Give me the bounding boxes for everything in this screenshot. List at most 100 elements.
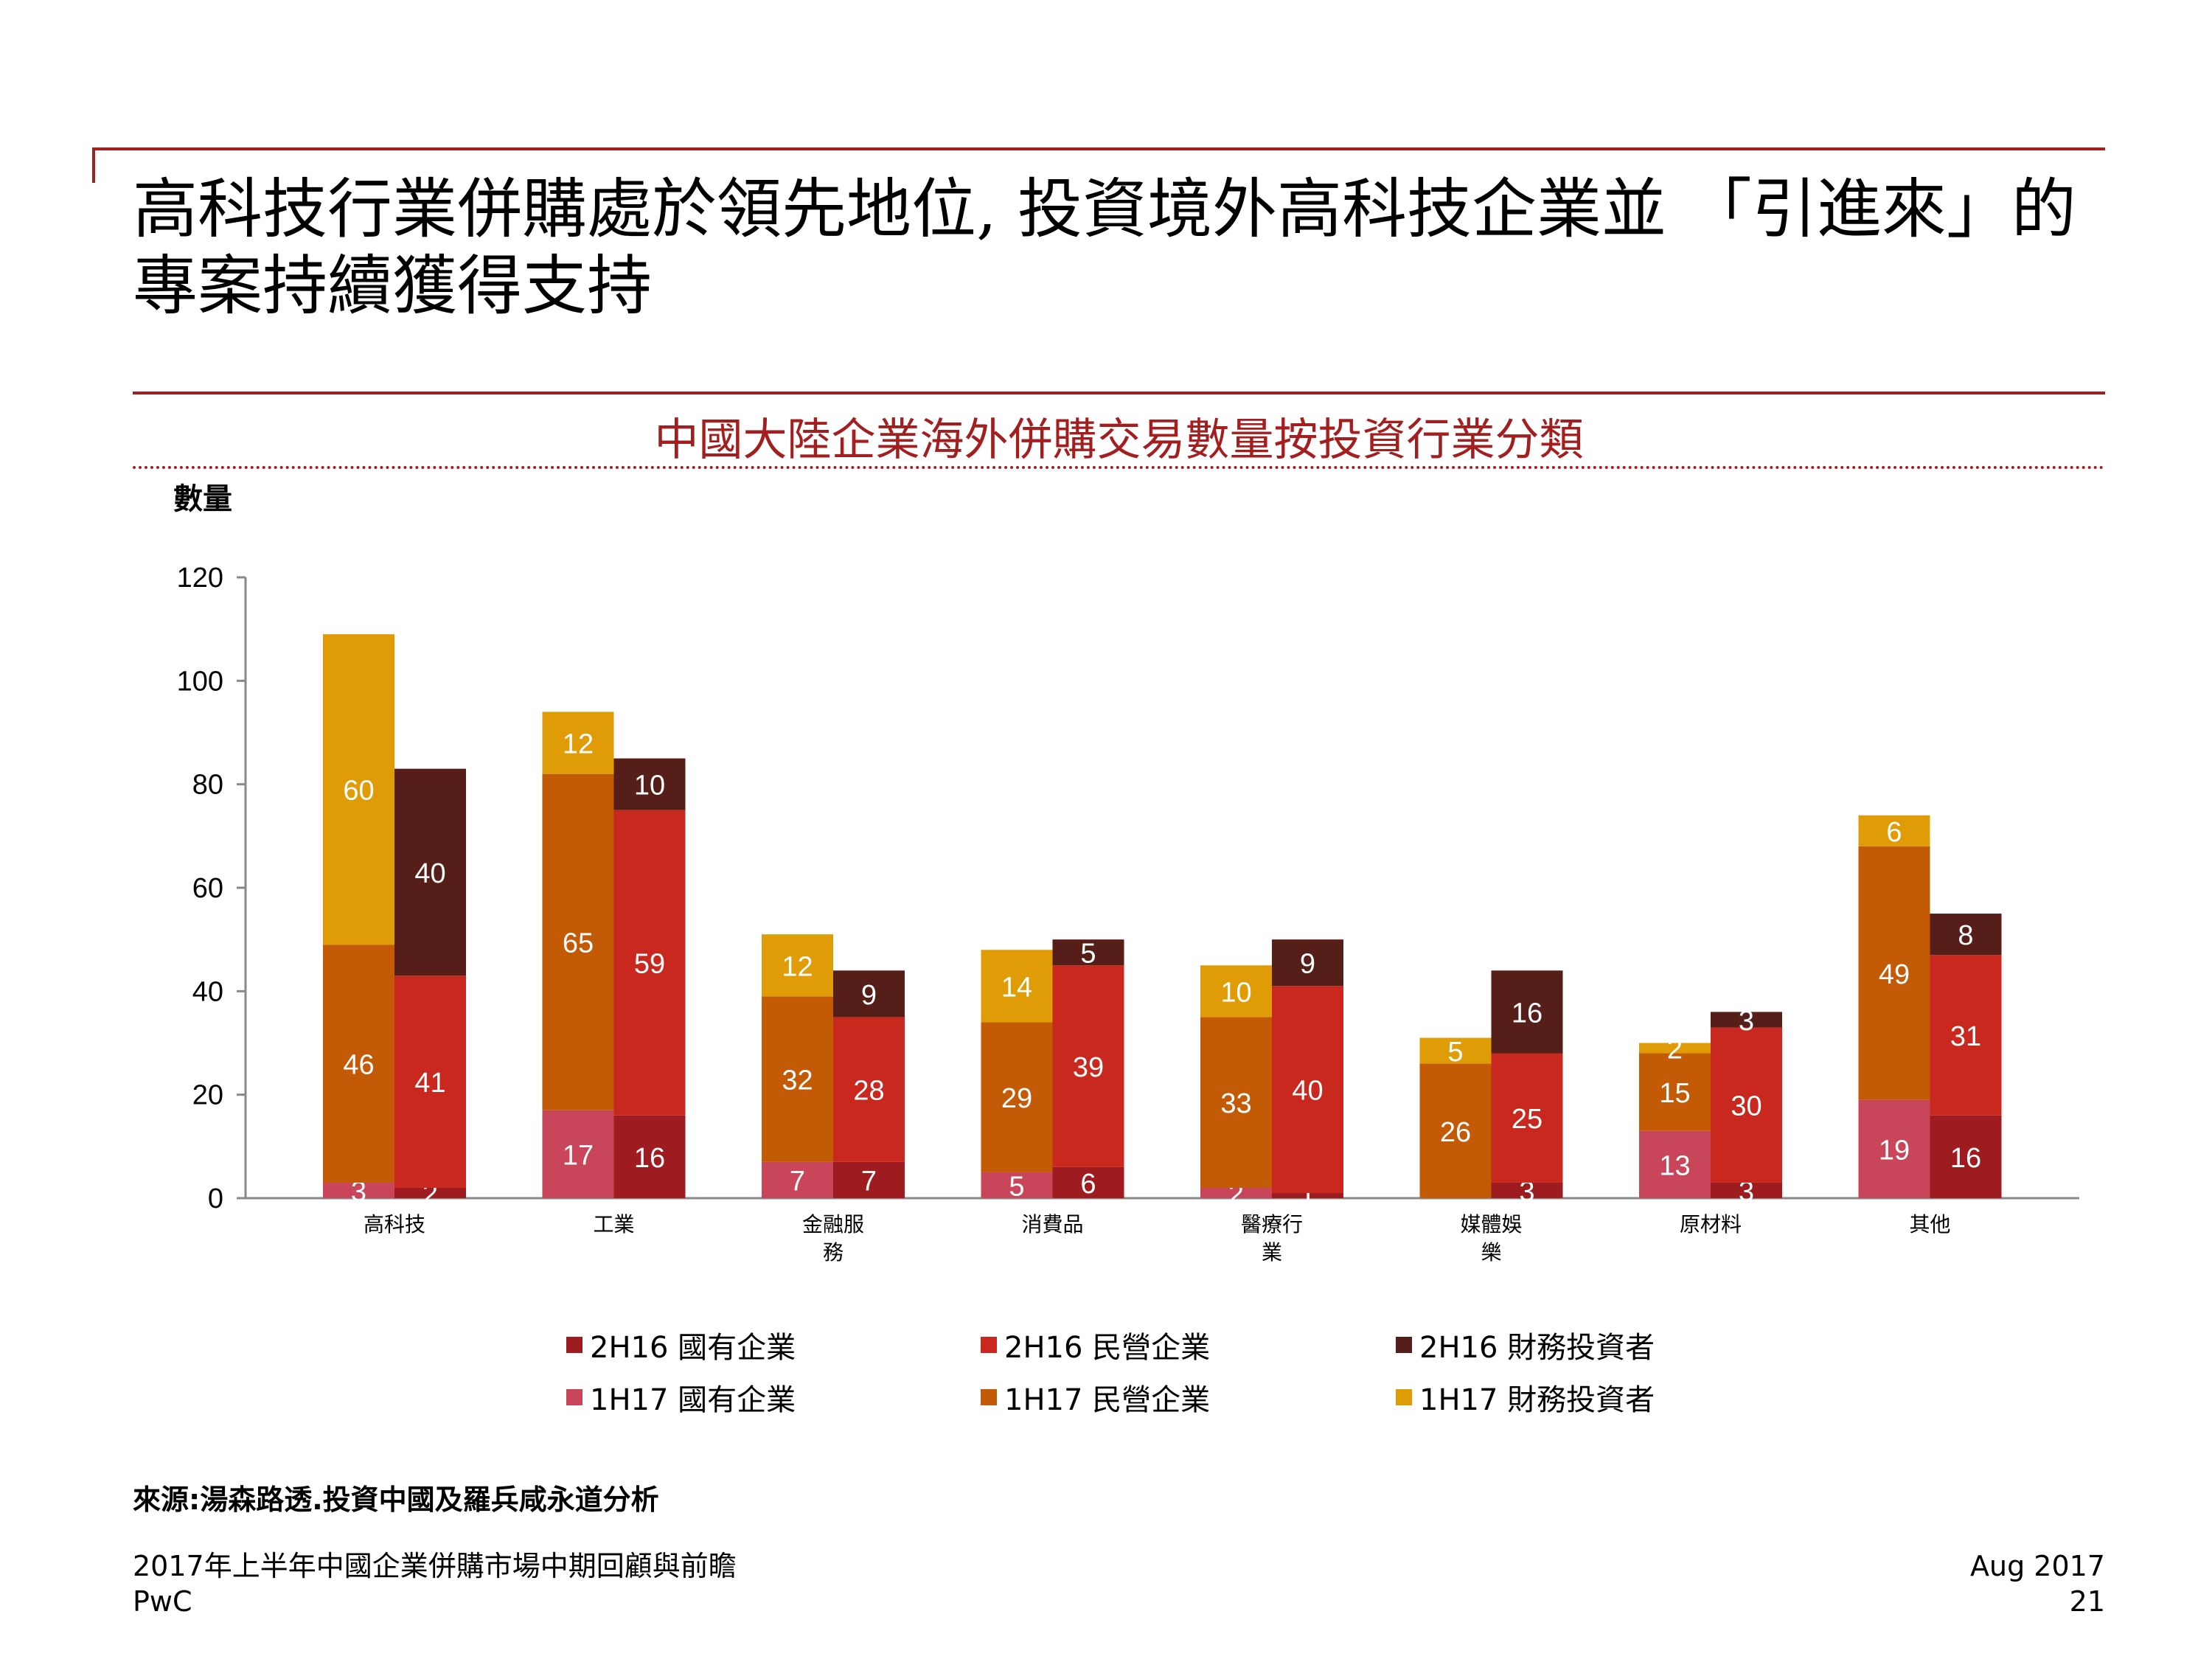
legend-item: 1H17 民營企業	[981, 1376, 1210, 1419]
data-label: 32	[782, 1065, 813, 1096]
bar-segment	[1052, 965, 1124, 1167]
legend-label: 1H17 民營企業	[1004, 1383, 1211, 1417]
data-label: 7	[790, 1166, 805, 1197]
x-tick-label: 高科技	[364, 1213, 425, 1237]
data-label: 13	[1659, 1150, 1690, 1181]
bar-segment	[1272, 1192, 1343, 1198]
data-label: 8	[1958, 920, 1973, 951]
x-tick-label: 務	[823, 1241, 844, 1265]
data-label: 19	[1879, 1135, 1910, 1166]
top-rule-tick	[92, 147, 95, 183]
bar-segment	[1052, 939, 1124, 966]
footer-right: Aug 2017 21	[1970, 1548, 2105, 1619]
bar-segment	[1711, 1027, 1782, 1183]
footer-page-number: 21	[2069, 1585, 2105, 1618]
data-label: 3	[1739, 1006, 1754, 1037]
data-label: 16	[1950, 1143, 1981, 1174]
x-tick-label: 工業	[593, 1213, 634, 1237]
legend-swatch	[1396, 1337, 1412, 1353]
data-label: 28	[853, 1076, 884, 1107]
bar-segment	[1052, 1166, 1124, 1198]
bar-segment	[1200, 965, 1272, 1018]
bar-segment	[981, 1172, 1053, 1198]
bar-segment	[762, 934, 833, 997]
data-label: 6	[1080, 1169, 1096, 1200]
data-label: 39	[1073, 1052, 1104, 1083]
data-label: 14	[1001, 972, 1032, 1003]
x-tick-label: 媒體娛	[1460, 1213, 1522, 1237]
data-label: 41	[414, 1068, 445, 1099]
legend-swatch	[566, 1389, 582, 1405]
footer-left: 2017年上半年中國企業併購市場中期回顧與前瞻 PwC	[133, 1548, 737, 1619]
data-label: 29	[1001, 1083, 1032, 1114]
x-tick-label: 金融服	[802, 1213, 864, 1237]
bar-segment	[1858, 846, 1930, 1100]
legend-swatch	[1396, 1389, 1412, 1405]
data-label: 10	[634, 771, 665, 801]
footer-date: Aug 2017	[1970, 1550, 2105, 1582]
data-label: 33	[1220, 1088, 1251, 1119]
data-label: 12	[563, 729, 594, 760]
data-label: 31	[1950, 1021, 1981, 1052]
bar-segment	[1930, 1115, 2002, 1198]
x-tick-label: 業	[1262, 1241, 1282, 1265]
data-label: 5	[1447, 1037, 1463, 1068]
bar-segment	[394, 768, 466, 976]
legend-item: 1H17 國有企業	[566, 1376, 796, 1419]
y-tick-label: 60	[192, 873, 223, 904]
y-tick-label: 120	[177, 563, 223, 594]
source-note: 來源:湯森路透.投資中國及羅兵咸永道分析	[133, 1484, 659, 1516]
data-label: 16	[634, 1143, 665, 1174]
data-label: 60	[343, 776, 374, 807]
data-label: 10	[1220, 977, 1251, 1008]
bar-segment	[1711, 1012, 1782, 1028]
bar-segment	[833, 1017, 905, 1162]
bar-segment	[762, 996, 833, 1162]
y-tick-label: 0	[208, 1183, 223, 1214]
y-axis-label: 數量	[173, 483, 232, 515]
y-tick-label: 80	[192, 770, 223, 801]
bar-segment	[1491, 970, 1563, 1054]
footer-report-title: 2017年上半年中國企業併購市場中期回顧與前瞻	[133, 1550, 737, 1582]
data-label: 26	[1440, 1117, 1471, 1148]
legend-item: 1H17 財務投資者	[1396, 1376, 1655, 1419]
bar-segment	[1711, 1182, 1782, 1198]
legend-swatch	[981, 1337, 997, 1353]
x-tick-label: 原材料	[1680, 1213, 1742, 1237]
y-tick-label: 20	[192, 1080, 223, 1111]
x-tick-label: 消費品	[1021, 1213, 1083, 1237]
bar-segment	[762, 1161, 833, 1198]
bar-segment	[613, 758, 686, 810]
bar-segment	[323, 1182, 394, 1198]
bar-segment	[1200, 1017, 1272, 1188]
legend-label: 1H17 國有企業	[590, 1383, 796, 1417]
bar-segment	[1419, 1037, 1492, 1064]
bar-segment	[613, 1115, 686, 1198]
data-label: 17	[563, 1140, 594, 1171]
data-label: 9	[861, 980, 877, 1011]
legend-item: 2H16 國有企業	[566, 1324, 796, 1366]
bar-segment	[1491, 1053, 1563, 1183]
bar-segment	[981, 1022, 1053, 1172]
top-rule	[92, 147, 2105, 150]
bar-segment	[1639, 1053, 1711, 1131]
slide-title: 高科技行業併購處於領先地位, 投資境外高科技企業並 「引進來」的專案持續獲得支持	[133, 171, 2076, 324]
data-label: 15	[1659, 1078, 1690, 1109]
x-tick-label: 其他	[1909, 1213, 1950, 1237]
bar-segment	[1639, 1043, 1711, 1054]
bar-segment	[833, 970, 905, 1018]
legend-swatch	[566, 1337, 582, 1353]
chart-header-dotted-rule	[133, 466, 2105, 469]
bar-segment	[542, 773, 614, 1110]
footer-company: PwC	[133, 1585, 192, 1618]
legend-label: 2H16 國有企業	[590, 1331, 796, 1365]
data-label: 3	[1739, 1176, 1754, 1207]
bar-segment	[542, 1110, 614, 1198]
legend-label: 2H16 財務投資者	[1419, 1331, 1655, 1365]
bar-segment	[542, 712, 614, 774]
chart-header-rule	[133, 392, 2105, 394]
data-label: 40	[414, 858, 445, 889]
legend-swatch	[981, 1389, 997, 1405]
bar-segment	[1930, 914, 2002, 956]
bar-segment	[1858, 1099, 1930, 1198]
